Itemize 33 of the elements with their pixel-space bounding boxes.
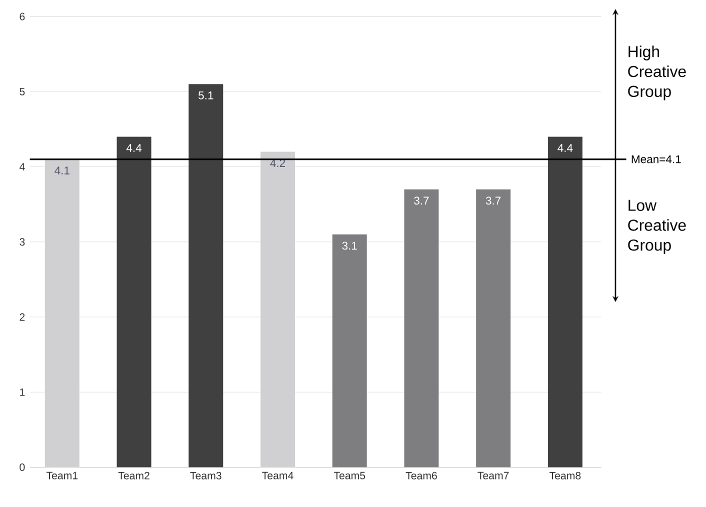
y-tick-label: 3	[20, 238, 25, 246]
bar	[404, 189, 439, 468]
bar	[116, 136, 152, 468]
ref-line-label: Mean=4.1	[632, 155, 681, 164]
data-label: 4.1	[54, 166, 70, 174]
y-tick-label: 1	[20, 388, 25, 396]
x-tick-label: Team2	[118, 472, 150, 480]
data-label: 3.7	[486, 196, 501, 205]
data-label: 5.1	[198, 91, 214, 100]
x-tick-label: Team1	[46, 472, 78, 480]
bar	[260, 152, 295, 468]
x-tick-label: Team4	[262, 472, 294, 480]
text: Low Creative Group	[628, 200, 686, 254]
data-label: 3.7	[414, 196, 429, 205]
y-tick-label: 4	[20, 163, 25, 170]
bar	[476, 189, 511, 468]
y-tick-label: 2	[20, 313, 25, 321]
data-label: 3.1	[342, 242, 357, 250]
x-tick-label: Team3	[190, 472, 222, 480]
bar	[332, 234, 367, 468]
x-tick-label: Team6	[406, 472, 437, 480]
y-tick-label: 5	[20, 88, 25, 96]
data-label: 4.4	[126, 144, 142, 152]
bar	[188, 84, 224, 468]
x-tick-label: Team7	[478, 472, 509, 480]
x-tick-label: Team5	[334, 472, 366, 480]
bar	[548, 136, 582, 468]
data-label: 4.4	[558, 144, 573, 152]
y-tick-label: 6	[20, 12, 25, 20]
text: High Creative Group	[628, 46, 686, 100]
y-tick-label: 0	[20, 463, 25, 471]
bar	[44, 159, 80, 468]
x-tick-label: Team8	[550, 472, 581, 480]
